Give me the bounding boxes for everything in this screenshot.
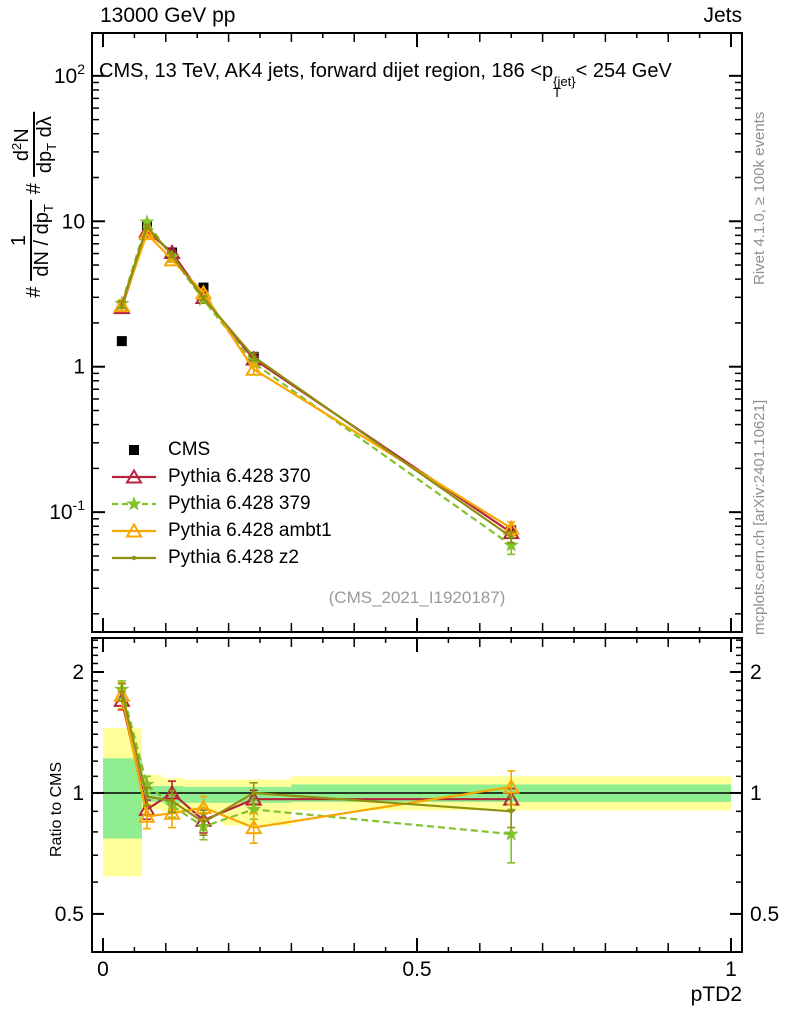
ylabel-hash-2: # [22, 183, 45, 195]
plot-title-pt-sub: T [553, 85, 562, 100]
legend-label-pythia-z2: Pythia 6.428 z2 [168, 546, 299, 568]
svg-text:1: 1 [73, 356, 85, 379]
analysis-id-watermark: (CMS_2021_I1920187) [328, 588, 506, 607]
legend-item-pythia-379: Pythia 6.428 379 [110, 490, 332, 517]
svg-text:0.5: 0.5 [402, 958, 431, 981]
plot-title-pt-scripts: {jet} T [553, 74, 576, 100]
legend-label-cms: CMS [168, 438, 211, 460]
svg-text:0.5: 0.5 [55, 903, 84, 926]
plot-title: CMS, 13 TeV, AK4 jets, forward dijet reg… [99, 60, 672, 100]
plot-title-suffix: < 254 GeV [575, 60, 672, 82]
legend-item-pythia-z2: Pythia 6.428 z2 [110, 544, 332, 571]
rivet-version-label: Rivet 4.1.0, ≥ 100k events [751, 111, 768, 285]
mcplots-citation-label: mcplots.cern.ch [arXiv:2401.10621] [751, 399, 768, 635]
ylabel-fraction-1: 1 dN / dpT [8, 200, 59, 281]
pythia-379-marker-icon [112, 495, 156, 511]
plot-title-text: CMS, 13 TeV, AK4 jets, forward dijet reg… [99, 60, 543, 82]
legend-label-pythia-370: Pythia 6.428 370 [168, 465, 311, 487]
svg-text:0.5: 0.5 [750, 903, 779, 926]
svg-text:0: 0 [97, 958, 109, 981]
svg-text:2: 2 [72, 661, 84, 684]
svg-text:1: 1 [750, 782, 762, 805]
process-label: Jets [703, 4, 742, 27]
svg-text:102: 102 [54, 61, 85, 88]
svg-text:10-1: 10-1 [49, 497, 85, 524]
pythia-ambt1-marker-icon [112, 522, 156, 537]
x-axis-label: pTD2 [690, 983, 742, 1006]
pythia-z2-marker-icon [112, 555, 156, 560]
legend-label-pythia-ambt1: Pythia 6.428 ambt1 [168, 519, 332, 541]
legend: CMS Pythia 6.428 370 Pythia 6.428 379 Py… [110, 436, 332, 571]
svg-text:2: 2 [750, 661, 762, 684]
svg-text:10: 10 [62, 210, 85, 233]
svg-text:1: 1 [725, 958, 737, 981]
legend-item-pythia-370: Pythia 6.428 370 [110, 463, 332, 490]
legend-item-pythia-ambt1: Pythia 6.428 ambt1 [110, 517, 332, 544]
legend-item-cms: CMS [110, 436, 332, 463]
ylabel-hash-1: # [22, 286, 45, 298]
plot-title-pt-sup: {jet} [553, 74, 576, 89]
pythia-370-marker-icon [112, 468, 156, 483]
beam-energy-label: 13000 GeV pp [100, 4, 236, 27]
ylabel-fraction-2: d2N dpT dλ [6, 112, 62, 178]
cms-marker-icon [129, 444, 139, 455]
svg-text:1: 1 [72, 782, 84, 805]
plot-title-pt-symbol: p [542, 60, 554, 82]
ratio-y-axis-label: Ratio to CMS [48, 761, 65, 857]
legend-label-pythia-379: Pythia 6.428 379 [168, 492, 311, 514]
